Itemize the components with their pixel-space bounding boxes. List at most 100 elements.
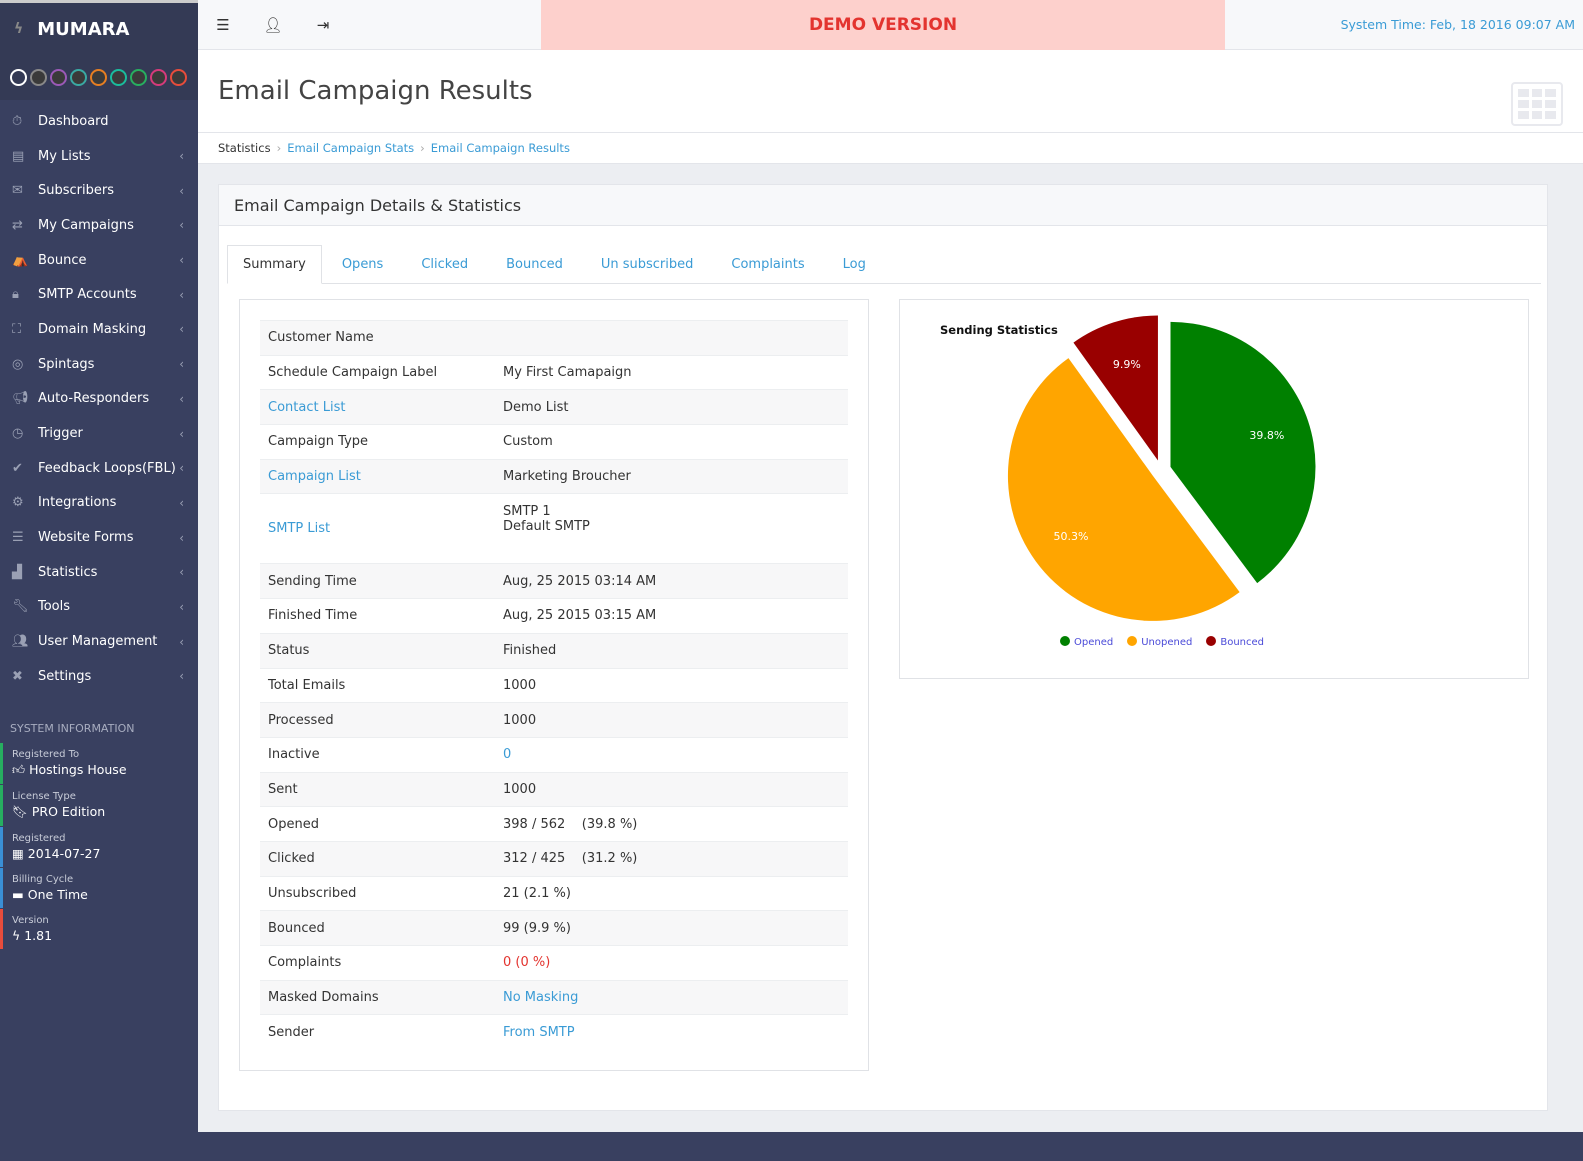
row-value[interactable]: 0 <box>495 736 848 773</box>
sidebar-item-domain-masking[interactable]: ⛶ Domain Masking ‹ <box>0 312 198 347</box>
grid-icon[interactable] <box>1511 82 1563 126</box>
breadcrumb-campaign-results[interactable]: Email Campaign Results <box>430 141 570 155</box>
legend-item[interactable]: Unopened <box>1127 636 1192 648</box>
legend-item[interactable]: Bounced <box>1206 636 1264 648</box>
brand[interactable]: ϟ MUMARA <box>0 0 198 55</box>
bolt-icon: ϟ <box>14 21 24 37</box>
row-label: Sending Time <box>260 563 495 599</box>
row-value[interactable]: No Masking <box>495 979 848 1015</box>
spin-icon: ◎ <box>12 356 24 372</box>
panel-title: Email Campaign Details & Statistics <box>219 185 1547 226</box>
row-value: 1000 <box>495 702 848 738</box>
user-icon[interactable]: 👤︎ <box>263 15 283 34</box>
sidebar-item-spintags[interactable]: ◎ Spintags ‹ <box>0 347 198 382</box>
sidebar-item-subscribers[interactable]: ✉ Subscribers ‹ <box>0 173 198 208</box>
row-label[interactable]: Campaign List <box>260 458 495 494</box>
legend-label: Opened <box>1074 637 1114 648</box>
tools-icon: ✖ <box>12 668 23 684</box>
sidebar-item-feedback-loops-fbl-[interactable]: ✔ Feedback Loops(FBL) ‹ <box>0 451 198 486</box>
legend-label: Unopened <box>1141 637 1193 648</box>
row-label: Sent <box>260 771 495 807</box>
theme-swatches <box>0 55 198 100</box>
sidebar-item-smtp-accounts[interactable]: 🔒︎ SMTP Accounts ‹ <box>0 277 198 312</box>
logout-icon[interactable]: ⇥ <box>316 15 330 34</box>
row-value[interactable]: From SMTP <box>495 1014 848 1050</box>
table-row: Total Emails 1000 <box>260 667 848 703</box>
breadcrumb-statistics[interactable]: Statistics <box>218 141 271 155</box>
row-value: My First Camapaign <box>495 354 848 390</box>
tab-opens[interactable]: Opens <box>341 256 384 272</box>
sidebar-item-auto-responders[interactable]: 📢︎ Auto-Responders ‹ <box>0 382 198 417</box>
sidebar: ϟ MUMARA ⏱ Dashboard ▤ My Lists ‹ ✉ Subscribers… <box>0 0 198 1161</box>
theme-swatch[interactable] <box>70 69 87 86</box>
table-row: Contact List Demo List <box>260 389 848 425</box>
theme-swatch[interactable] <box>170 69 187 86</box>
clock-icon: ◷ <box>12 426 24 442</box>
row-value: Finished <box>495 632 848 668</box>
theme-swatch[interactable] <box>30 69 47 86</box>
details-box: Customer Name Schedule Campaign Label My F… <box>239 299 869 1071</box>
theme-swatch[interactable] <box>150 69 167 86</box>
row-value: 0 (0 %) <box>495 945 848 981</box>
tab-complaints[interactable]: Complaints <box>731 256 805 272</box>
lock-icon: 🔒︎ <box>12 287 19 303</box>
campaign-panel: Email Campaign Details & Statistics Summ… <box>218 184 1548 1111</box>
row-label[interactable]: Contact List <box>260 389 495 425</box>
sidebar-item-settings[interactable]: ✖ Settings ‹ <box>0 659 198 694</box>
tabs: Summary Opens Clicked Bounced Un subscribed C… <box>227 245 1541 284</box>
row-label: Bounced <box>260 910 495 946</box>
theme-swatch[interactable] <box>90 69 107 86</box>
menu-icon[interactable]: ☰ <box>216 15 230 34</box>
row-label[interactable]: SMTP List <box>260 493 495 564</box>
chevron-left-icon: ‹ <box>179 253 184 268</box>
wrench-icon: 🔧︎ <box>12 599 29 615</box>
row-value: Aug, 25 2015 03:15 AM <box>495 598 848 634</box>
sidebar-item-tools[interactable]: 🔧︎ Tools ‹ <box>0 590 198 625</box>
sidebar-item-trigger[interactable]: ◷ Trigger ‹ <box>0 416 198 451</box>
system-info-icon: 👍︎ <box>12 761 26 777</box>
pie-slice-opened[interactable] <box>1170 321 1316 584</box>
table-row: Clicked 312 / 425 (31.2 %) <box>260 840 848 877</box>
theme-swatch[interactable] <box>110 69 127 86</box>
tab-un-subscribed[interactable]: Un subscribed <box>600 256 694 272</box>
theme-swatch[interactable] <box>50 69 67 86</box>
row-label: Inactive <box>260 736 495 773</box>
theme-swatch[interactable] <box>10 69 27 86</box>
sidebar-item-statistics[interactable]: ▟ Statistics ‹ <box>0 555 198 590</box>
sidebar-item-user-management[interactable]: 👥︎ User Management ‹ <box>0 624 198 659</box>
breadcrumb: Statistics › Email Campaign Stats › Email … <box>198 133 1583 164</box>
sidebar-item-my-lists[interactable]: ▤ My Lists ‹ <box>0 139 198 174</box>
sidebar-item-dashboard[interactable]: ⏱ Dashboard <box>0 104 198 139</box>
sidebar-item-label: Statistics <box>38 564 98 580</box>
sidebar-item-website-forms[interactable]: ☰ Website Forms ‹ <box>0 520 198 555</box>
tab-bounced[interactable]: Bounced <box>506 256 563 272</box>
table-row: Complaints 0 (0 %) <box>260 945 848 981</box>
tab-log[interactable]: Log <box>842 256 866 272</box>
clipboard-icon: ▤ <box>12 148 25 164</box>
chevron-left-icon: ‹ <box>179 495 184 510</box>
table-row: Unsubscribed 21 (2.1 %) <box>260 875 848 911</box>
row-value: 1000 <box>495 667 848 703</box>
table-row: Masked Domains No Masking <box>260 979 848 1015</box>
legend-item[interactable]: Opened <box>1060 636 1113 648</box>
sidebar-item-bounce[interactable]: ⛺ Bounce ‹ <box>0 243 198 278</box>
sidebar-item-label: Website Forms <box>38 530 134 546</box>
users-icon: 👥︎ <box>12 634 29 650</box>
sidebar-item-label: Auto-Responders <box>38 391 150 407</box>
system-info: Registered To 👍︎ Hostings House License Ty… <box>0 742 198 949</box>
list-icon: ☰ <box>12 530 24 546</box>
breadcrumb-campaign-stats[interactable]: Email Campaign Stats <box>287 141 415 155</box>
row-label: Unsubscribed <box>260 875 495 911</box>
chevron-left-icon: ‹ <box>179 669 184 684</box>
sidebar-item-integrations[interactable]: ⚙ Integrations ‹ <box>0 486 198 521</box>
pie-label: 9.9% <box>1113 358 1141 371</box>
tab-summary[interactable]: Summary <box>227 245 322 284</box>
row-value: Aug, 25 2015 03:14 AM <box>495 563 848 599</box>
table-row: Opened 398 / 562 (39.8 %) <box>260 806 848 842</box>
sidebar-item-my-campaigns[interactable]: ⇄ My Campaigns ‹ <box>0 208 198 243</box>
tab-clicked[interactable]: Clicked <box>421 256 469 272</box>
theme-swatch[interactable] <box>130 69 147 86</box>
pie-slice-unopened[interactable] <box>1007 358 1240 621</box>
pie-slice-bounced[interactable] <box>1073 315 1158 461</box>
system-info-key: Billing Cycle <box>12 873 74 885</box>
